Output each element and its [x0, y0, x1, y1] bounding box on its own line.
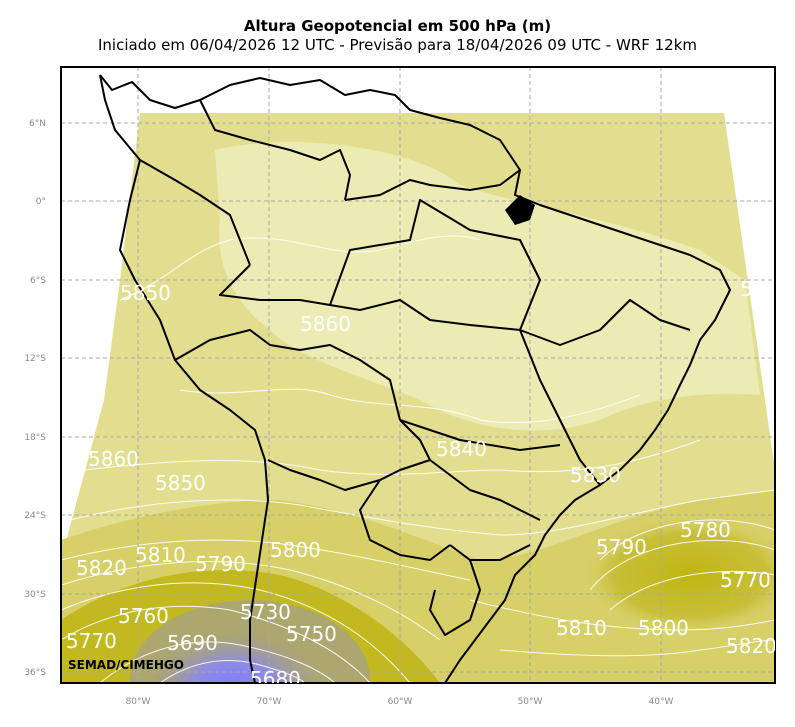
contour-label: 5800 — [270, 538, 321, 562]
borders — [99, 74, 731, 683]
lon-label: 50°W — [518, 697, 543, 707]
contour-labels: 5850 5860 58 5860 5850 5840 5830 5810 58… — [66, 277, 777, 691]
map-subtitle: Iniciado em 06/04/2026 12 UTC - Previsão… — [97, 36, 698, 54]
low-zone-east — [580, 515, 775, 635]
border-guianas — [344, 169, 521, 201]
contour-label: 5770 — [720, 568, 771, 592]
lat-label: 6°S — [30, 276, 46, 286]
amazon-delta — [505, 195, 535, 225]
contour-label: 5750 — [286, 622, 337, 646]
contour-label: 5790 — [195, 552, 246, 576]
border-brazil-north — [219, 264, 521, 331]
border-argentina — [267, 459, 381, 491]
contour-label: 5690 — [167, 631, 218, 655]
contour-label: 5760 — [118, 604, 169, 628]
lat-label: 30°S — [24, 590, 46, 600]
lon-label: 40°W — [649, 697, 674, 707]
contour-lines — [61, 235, 775, 683]
contour-label: 5840 — [436, 437, 487, 461]
contour-label: 5850 — [120, 281, 171, 305]
contour-label: 5770 — [66, 629, 117, 653]
border-colombia — [139, 159, 251, 266]
height-field — [61, 67, 775, 683]
coastline-south-america — [99, 74, 731, 683]
lat-label: 36°S — [24, 668, 46, 678]
lat-label: 18°S — [24, 433, 46, 443]
contour-label: 5780 — [680, 518, 731, 542]
lat-label: 12°S — [24, 354, 46, 364]
contour-label: 5820 — [76, 556, 127, 580]
contour-label: 5730 — [240, 600, 291, 624]
contour-label: 5860 — [88, 447, 139, 471]
contour-label: 5830 — [570, 463, 621, 487]
map-frame — [60, 66, 776, 684]
state-borders — [329, 199, 691, 561]
contour-label: 58 — [740, 277, 765, 301]
lat-label: 0° — [36, 197, 46, 207]
lat-label: 6°N — [29, 119, 46, 129]
lon-axis: 80°W 70°W 60°W 50°W 40°W — [126, 697, 674, 707]
contour-label: 5860 — [300, 312, 351, 336]
map-title: Altura Geopotencial em 500 hPa (m) — [243, 17, 552, 35]
contour-label: 5810 — [556, 616, 607, 640]
contour-label: 5810 — [135, 543, 186, 567]
border-paraguay — [359, 419, 451, 561]
lon-label: 80°W — [126, 697, 151, 707]
contour-label: 5800 — [638, 616, 689, 640]
lat-label: 24°S — [24, 511, 46, 521]
contour-label: 5820 — [726, 634, 777, 658]
lon-label: 70°W — [257, 697, 282, 707]
contour-label: 5790 — [596, 535, 647, 559]
contour-label: 5680 — [250, 667, 301, 691]
lon-label: 60°W — [388, 697, 413, 707]
border-peru-bolivia — [174, 329, 401, 421]
border-venezuela — [199, 99, 351, 201]
lat-axis: 6°N 0° 6°S 12°S 18°S 24°S 30°S 36°S — [24, 119, 46, 678]
credit-label: SEMAD/CIMEHGO — [68, 658, 184, 672]
contour-label: 5850 — [155, 471, 206, 495]
